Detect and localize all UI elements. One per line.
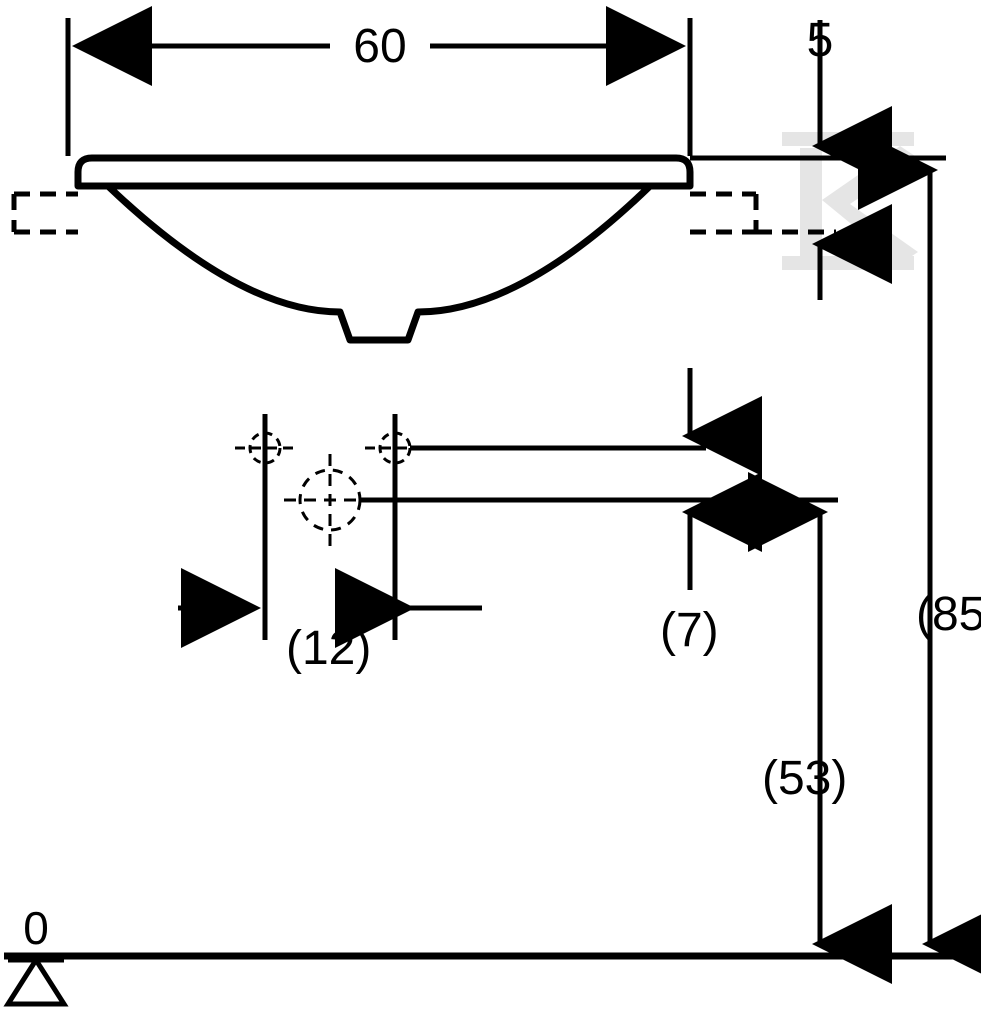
label-60: 60 bbox=[353, 20, 406, 73]
drawing-stage: 60 5 (85) (12) bbox=[0, 0, 981, 1024]
drawing-svg: 60 5 (85) (12) bbox=[0, 0, 981, 1024]
label-12: (12) bbox=[286, 622, 371, 675]
watermark-k bbox=[782, 132, 918, 270]
label-datum: 0 bbox=[23, 902, 49, 954]
label-85: (85) bbox=[916, 588, 981, 641]
sink-outline bbox=[78, 158, 690, 340]
hole-leaders bbox=[360, 448, 838, 500]
label-53: (53) bbox=[762, 752, 847, 805]
label-5: 5 bbox=[807, 14, 834, 67]
label-7: (7) bbox=[660, 604, 719, 657]
